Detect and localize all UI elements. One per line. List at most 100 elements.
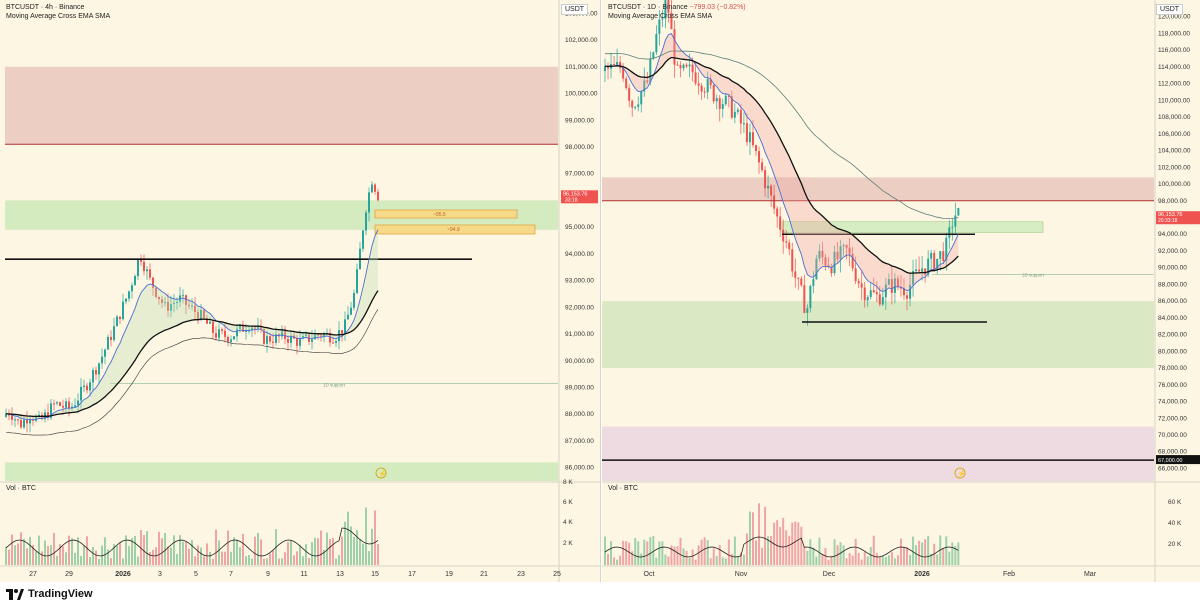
- left-candle: [227, 335, 229, 347]
- left-chart-svg[interactable]: ~95.5~94.9 1D support⚡ 103,000.00102,000…: [0, 0, 600, 582]
- right-candle-body: [803, 285, 806, 313]
- left-volume-bar: [59, 544, 61, 565]
- right-chart-header: BTCUSDT · 1D · Binance −799.03 (−0.82%) …: [608, 3, 746, 21]
- left-target-label-2: ~94.9: [447, 227, 460, 233]
- left-candle-body: [110, 336, 112, 340]
- right-price-tick: 102,000.00: [1158, 164, 1191, 171]
- right-volume-bar: [706, 539, 709, 565]
- left-candle: [158, 296, 160, 305]
- right-level-badge-bg: [1156, 455, 1200, 465]
- right-volume-bar: [927, 535, 930, 565]
- left-volume-bar: [230, 551, 232, 565]
- right-time-tick: Nov: [735, 571, 748, 578]
- right-candle: [718, 95, 721, 122]
- left-candle-body: [311, 339, 313, 342]
- left-ma-fill: [6, 229, 378, 420]
- right-candle: [951, 218, 954, 241]
- right-time-tick: Mar: [1084, 571, 1097, 578]
- right-candle-body: [764, 170, 767, 189]
- left-1d-support-label: 1D support: [323, 382, 346, 387]
- left-volume-bar: [182, 541, 184, 565]
- right-volume-bar: [613, 557, 616, 565]
- left-chart-pane[interactable]: BTCUSDT · 4h · Binance Moving Average Cr…: [0, 0, 601, 582]
- left-volume-bar: [203, 556, 205, 565]
- right-price-tick: 74,000.00: [1158, 399, 1187, 406]
- right-sma-slow-line: [604, 56, 959, 274]
- right-candle-body: [739, 109, 742, 124]
- right-candle: [797, 277, 800, 290]
- left-candle: [26, 411, 28, 433]
- left-volume-bar: [26, 548, 28, 565]
- right-candle-body: [664, 0, 667, 19]
- right-candle: [779, 207, 782, 237]
- tradingview-logo[interactable]: TradingView: [6, 588, 93, 600]
- right-volume-bar: [924, 539, 927, 565]
- left-candle-body: [104, 349, 106, 357]
- right-candle: [872, 277, 875, 294]
- right-chart-pane[interactable]: BTCUSDT · 1D · Binance −799.03 (−0.82%) …: [602, 0, 1200, 582]
- right-volume-bar: [700, 539, 703, 565]
- right-volume-bar: [694, 559, 697, 565]
- left-candle: [257, 317, 259, 333]
- left-volume-bar: [266, 558, 268, 565]
- right-candle: [604, 58, 606, 83]
- right-candle-body: [791, 249, 794, 272]
- left-price-badge: 96,153.76: [563, 191, 587, 197]
- left-volume-bar: [125, 535, 127, 565]
- left-volume-bar: [368, 551, 370, 565]
- left-candle-body: [131, 285, 133, 292]
- left-candle: [197, 308, 199, 325]
- right-candle: [652, 51, 655, 61]
- left-candle-body: [206, 317, 208, 324]
- left-volume-bar: [32, 545, 34, 565]
- right-candle-body: [942, 251, 945, 261]
- right-volume-bar: [649, 537, 652, 565]
- right-volume-bar: [830, 555, 833, 565]
- left-volume-bar: [281, 558, 283, 565]
- left-candle: [134, 274, 136, 286]
- left-volume-bar: [245, 556, 247, 565]
- right-candle: [818, 244, 821, 262]
- right-volume-bar: [755, 540, 757, 565]
- right-candle: [794, 258, 797, 288]
- right-chart-svg[interactable]: 1D support ⚡ 120,000.00 118,000.00 116,000.…: [602, 0, 1200, 582]
- right-mid-demand-zone: [602, 301, 1154, 369]
- left-candle-body: [65, 401, 67, 408]
- left-volume-bar: [347, 511, 349, 565]
- left-price-tick: 91,000.00: [565, 331, 594, 338]
- left-candle: [347, 306, 349, 320]
- right-candle: [939, 250, 942, 271]
- right-candle: [912, 259, 915, 297]
- left-volume-bar: [200, 547, 202, 565]
- right-time-tick: Feb: [1003, 571, 1015, 578]
- right-currency-label[interactable]: USDT: [1156, 4, 1184, 15]
- left-candle-body: [194, 305, 196, 313]
- right-volume-bar: [745, 533, 748, 565]
- right-volume-bar: [890, 552, 893, 565]
- left-candle-body: [239, 324, 241, 329]
- left-candle: [80, 378, 82, 409]
- left-candle: [287, 335, 289, 351]
- left-time-tick: 2026: [115, 571, 131, 578]
- right-volume-bar: [842, 545, 845, 565]
- left-candle-body: [56, 402, 58, 404]
- left-volume-bar: [221, 551, 223, 565]
- left-candle: [149, 263, 151, 281]
- left-volume-bar: [194, 556, 196, 565]
- left-candle-body: [254, 327, 256, 329]
- left-candle-body: [281, 330, 283, 337]
- left-currency-label[interactable]: USDT: [561, 4, 589, 15]
- right-candle-body: [673, 29, 676, 65]
- right-candle-body: [948, 227, 951, 238]
- left-volume-bar: [68, 535, 70, 565]
- right-candle-body: [833, 251, 836, 274]
- left-volume-bar: [284, 552, 286, 565]
- left-time-tick: 9: [266, 571, 270, 578]
- right-candle-body: [933, 252, 936, 270]
- left-volume-bar: [251, 558, 253, 565]
- right-candle: [887, 273, 890, 286]
- right-candle: [930, 249, 933, 271]
- left-time-tick: 21: [480, 571, 488, 578]
- right-price-tick: 118,000.00: [1158, 30, 1190, 37]
- left-chart-header: BTCUSDT · 4h · Binance Moving Average Cr…: [6, 3, 110, 21]
